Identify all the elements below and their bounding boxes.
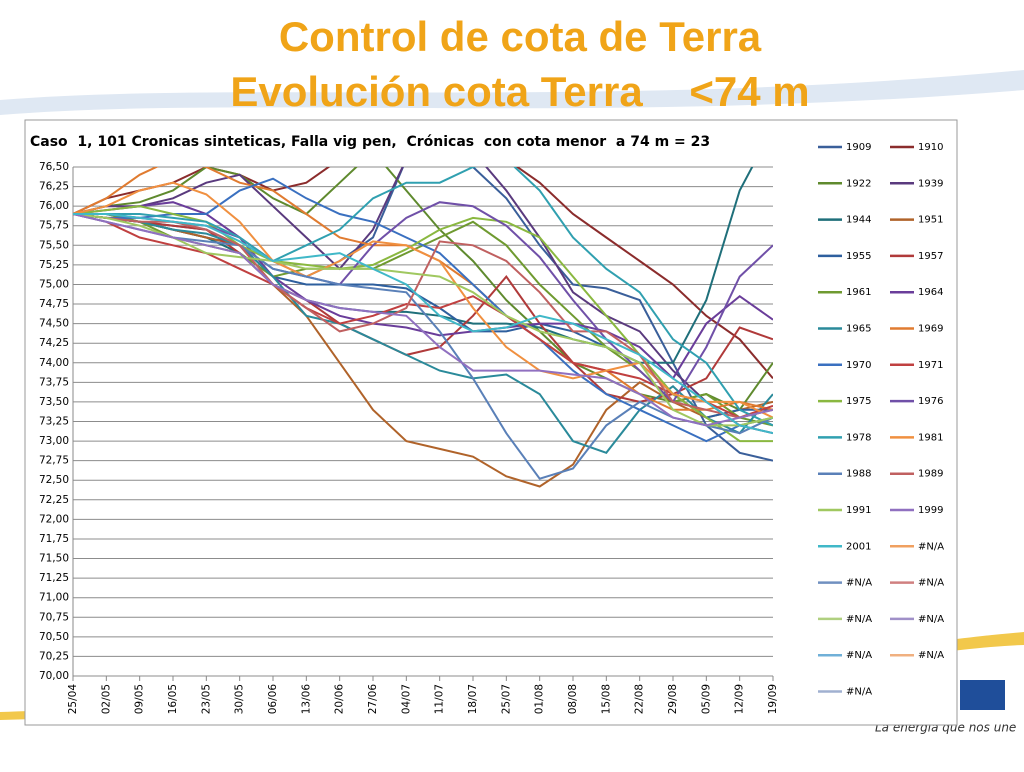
y-tick-label: 75,50 <box>39 239 69 251</box>
legend-label: 2001 <box>846 541 871 552</box>
legend-label: 1975 <box>846 396 871 407</box>
legend-label: 1910 <box>918 142 943 153</box>
series-line <box>73 213 773 480</box>
y-tick-label: 72,25 <box>39 494 69 506</box>
legend-label: #N/A <box>846 650 872 661</box>
y-tick-label: 72,00 <box>39 513 69 525</box>
x-tick-label: 09/05 <box>134 684 146 714</box>
series-line <box>73 213 773 435</box>
legend-label: 1970 <box>846 360 871 371</box>
x-tick-label: 29/08 <box>667 684 679 714</box>
y-tick-label: 70,50 <box>39 631 69 643</box>
y-tick-label: 70,75 <box>39 611 69 623</box>
legend-label: #N/A <box>846 578 872 589</box>
legend-label: 1999 <box>918 505 943 516</box>
x-tick-label: 20/06 <box>334 684 346 715</box>
x-tick-label: 30/05 <box>234 684 246 714</box>
x-tick-label: 06/06 <box>267 684 279 715</box>
legend-label: 1909 <box>846 142 871 153</box>
chart-frame <box>24 119 958 726</box>
legend-label: #N/A <box>846 687 872 698</box>
legend-label: 1965 <box>846 324 871 335</box>
series-line <box>73 213 773 427</box>
y-tick-label: 75,00 <box>39 278 69 290</box>
legend-label: 1964 <box>918 287 943 298</box>
legend-label: #N/A <box>918 614 944 625</box>
legend-label: 1989 <box>918 469 943 480</box>
y-tick-label: 76,25 <box>39 181 69 193</box>
legend-label: 1961 <box>846 287 871 298</box>
legend-label: 1939 <box>918 178 943 189</box>
legend-label: #N/A <box>918 650 944 661</box>
y-tick-label: 74,00 <box>39 357 69 369</box>
x-tick-label: 22/08 <box>634 684 646 714</box>
x-tick-label: 13/06 <box>300 684 312 715</box>
x-tick-label: 02/05 <box>100 684 112 714</box>
series-line <box>73 177 773 443</box>
x-tick-label: 11/07 <box>434 684 446 714</box>
series-line <box>73 213 773 427</box>
y-tick-label: 75,75 <box>39 220 69 232</box>
slide-title: Control de cota de Terra <box>279 13 762 60</box>
y-tick-label: 70,25 <box>39 650 69 662</box>
y-tick-label: 76,50 <box>39 161 69 173</box>
x-tick-label: 05/09 <box>700 684 712 714</box>
y-tick-label: 71,50 <box>39 553 69 565</box>
legend-label: 1988 <box>846 469 871 480</box>
x-tick-label: 25/07 <box>500 684 512 714</box>
legend-label: 1957 <box>918 251 943 262</box>
legend-label: #N/A <box>918 541 944 552</box>
legend-label: #N/A <box>846 614 872 625</box>
y-tick-label: 74,25 <box>39 337 69 349</box>
y-tick-label: 73,50 <box>39 396 69 408</box>
y-tick-label: 71,75 <box>39 533 69 545</box>
y-tick-label: 71,00 <box>39 592 69 604</box>
legend-label: 1976 <box>918 396 943 407</box>
y-tick-label: 73,00 <box>39 435 69 447</box>
y-tick-label: 73,25 <box>39 416 69 428</box>
legend-label: 1981 <box>918 432 943 443</box>
series-line <box>73 167 773 380</box>
chart-title: Caso 1, 101 Cronicas sinteticas, Falla v… <box>30 134 710 150</box>
x-tick-label: 01/08 <box>534 684 546 714</box>
x-tick-label: 04/07 <box>400 684 412 714</box>
x-tick-label: 19/09 <box>767 684 779 714</box>
x-tick-label: 08/08 <box>567 684 579 714</box>
x-tick-label: 23/05 <box>200 684 212 714</box>
x-tick-label: 27/06 <box>367 684 379 715</box>
legend-label: 1969 <box>918 324 943 335</box>
legend-label: 1944 <box>846 215 871 226</box>
background-swoosh <box>0 70 1024 115</box>
slide-title: Evolución cota Terra <74 m <box>230 68 809 115</box>
y-tick-label: 74,75 <box>39 298 69 310</box>
y-tick-label: 71,25 <box>39 572 69 584</box>
y-tick-label: 72,75 <box>39 455 69 467</box>
x-tick-label: 15/08 <box>600 684 612 714</box>
series-line <box>73 205 773 443</box>
plot-area <box>73 167 773 488</box>
series-line <box>73 167 773 435</box>
y-tick-label: 75,25 <box>39 259 69 271</box>
legend-label: 1971 <box>918 360 943 371</box>
x-tick-label: 18/07 <box>467 684 479 714</box>
logo <box>960 680 1005 710</box>
x-tick-label: 12/09 <box>734 684 746 714</box>
y-tick-label: 76,00 <box>39 200 69 212</box>
legend-label: 1991 <box>846 505 871 516</box>
y-tick-label: 73,75 <box>39 376 69 388</box>
y-tick-label: 74,50 <box>39 318 69 330</box>
x-tick-label: 25/04 <box>67 684 79 715</box>
y-tick-label: 70,00 <box>39 670 69 682</box>
series-line <box>73 167 773 427</box>
legend-label: #N/A <box>918 578 944 589</box>
y-tick-label: 72,50 <box>39 474 69 486</box>
legend-label: 1951 <box>918 215 943 226</box>
x-tick-label: 16/05 <box>167 684 179 714</box>
legend-label: 1978 <box>846 432 871 443</box>
series-line <box>73 213 773 454</box>
series-line <box>73 213 773 488</box>
legend-label: 1955 <box>846 251 871 262</box>
legend-label: 1922 <box>846 178 871 189</box>
